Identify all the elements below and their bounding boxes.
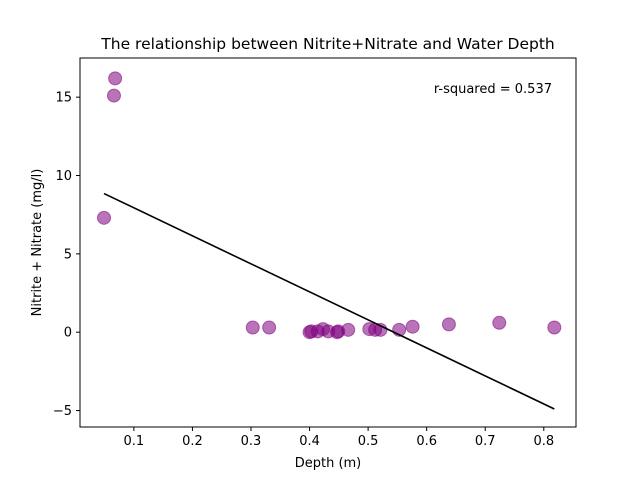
x-tick-label: 0.1 (124, 434, 145, 449)
y-tick-label: 15 (55, 91, 72, 106)
x-axis-ticks: 0.1 0.2 0.3 0.4 0.5 0.6 0.7 0.8 (124, 427, 554, 449)
y-tick-label: 10 (55, 169, 72, 184)
data-point (108, 71, 123, 86)
y-axis-label: Nitrite + Nitrate (mg/l) (30, 169, 45, 317)
regression-line (103, 192, 555, 410)
data-point (97, 210, 112, 225)
x-tick-label: 0.6 (416, 434, 437, 449)
x-tick-label: 0.4 (299, 434, 320, 449)
x-tick-label: 0.7 (475, 434, 496, 449)
x-tick-label: 0.3 (241, 434, 262, 449)
data-point (547, 320, 562, 335)
plot-frame (79, 57, 577, 428)
y-tick-label: 5 (64, 247, 72, 262)
y-axis-ticks: −5 0 5 10 15 (53, 91, 80, 419)
x-tick-label: 0.8 (533, 434, 554, 449)
x-tick-label: 0.5 (358, 434, 379, 449)
data-point (262, 320, 277, 335)
data-point (405, 319, 420, 334)
y-tick-label: 0 (64, 326, 72, 341)
chart-title: The relationship between Nitrite+Nitrate… (100, 35, 554, 53)
data-point (341, 322, 356, 337)
data-point (245, 320, 260, 335)
x-axis-label: Depth (m) (295, 456, 362, 471)
data-point (106, 88, 121, 103)
data-point (441, 317, 456, 332)
y-tick-label: −5 (53, 404, 72, 419)
r-squared-annotation: r-squared = 0.537 (434, 82, 552, 97)
x-tick-label: 0.2 (182, 434, 203, 449)
data-point (492, 315, 507, 330)
plot-area (97, 71, 562, 410)
